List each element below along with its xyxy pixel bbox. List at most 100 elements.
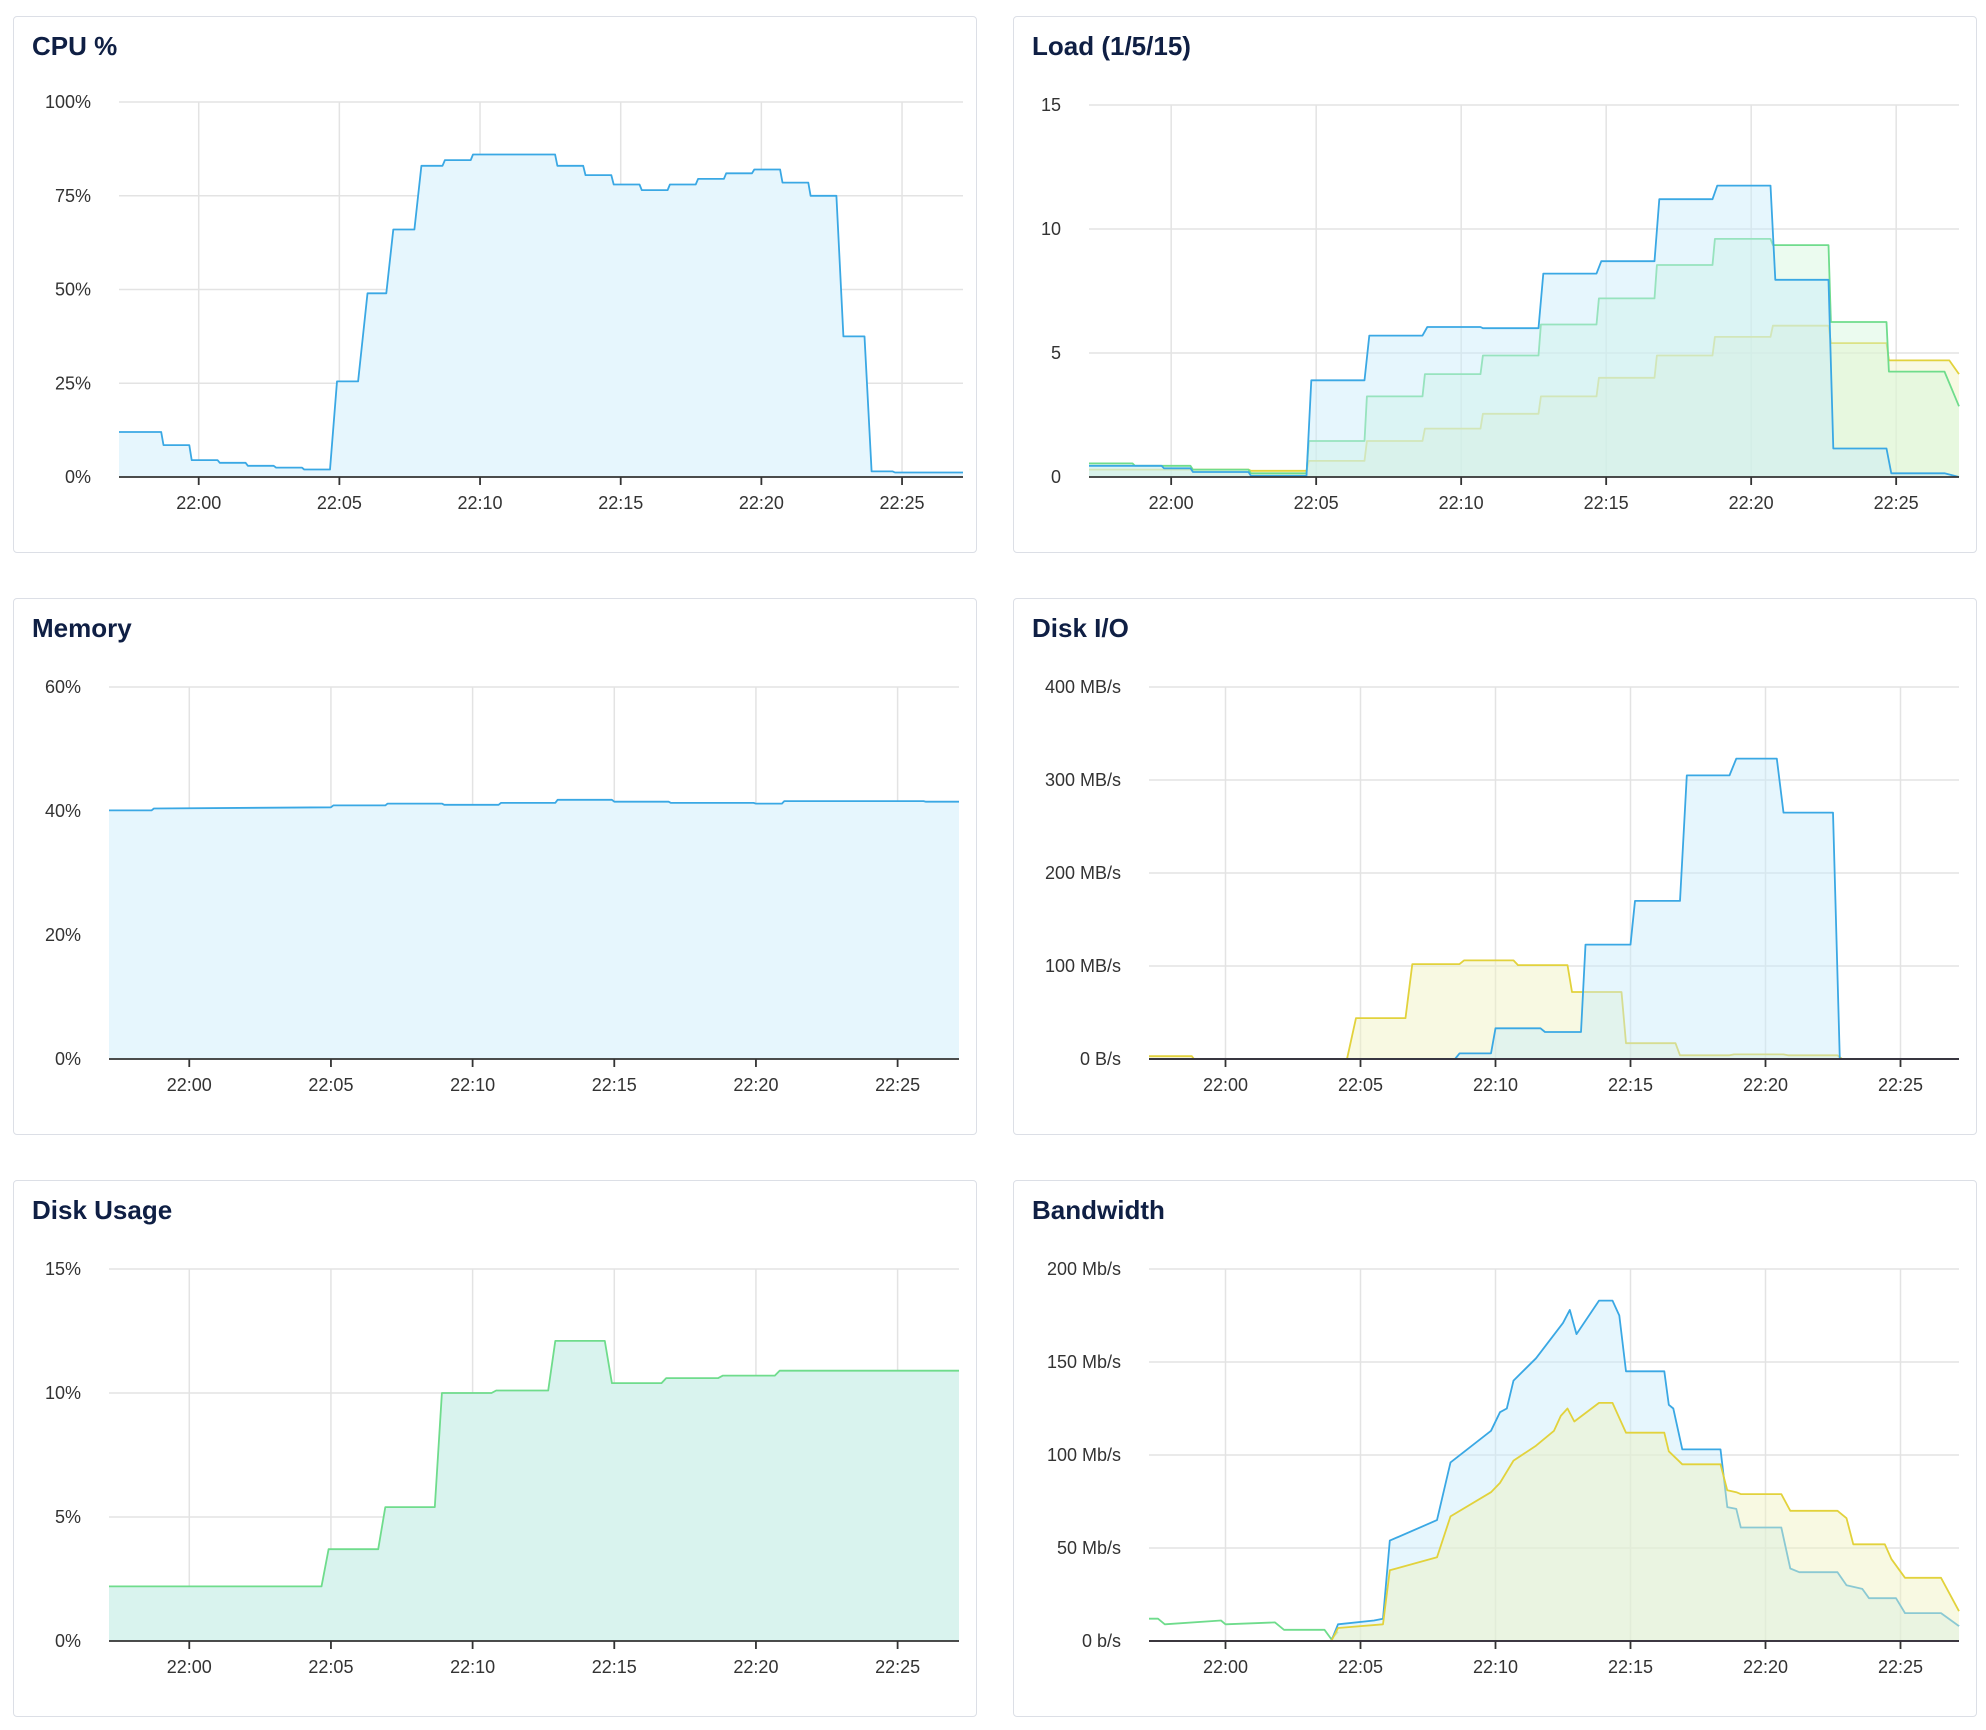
- x-tick-label: 22:05: [1338, 1657, 1383, 1677]
- x-tick-label: 22:10: [1473, 1657, 1518, 1677]
- x-tick-label: 22:25: [1878, 1657, 1923, 1677]
- y-tick-label: 15%: [45, 1259, 81, 1279]
- y-tick-label: 75%: [55, 186, 91, 206]
- y-tick-label: 25%: [55, 373, 91, 393]
- y-tick-label: 40%: [45, 801, 81, 821]
- x-tick-label: 22:05: [317, 493, 362, 513]
- series-area-1: [1149, 758, 1959, 1059]
- x-tick-label: 22:10: [1439, 493, 1484, 513]
- y-tick-label: 15: [1041, 95, 1061, 115]
- y-tick-label: 100 Mb/s: [1047, 1445, 1121, 1465]
- bandwidth-panel: Bandwidth 0 b/s 50 Mb/s 100 Mb/s 150 Mb/s 20…: [1013, 1180, 1977, 1717]
- y-tick-label: 50 Mb/s: [1057, 1538, 1121, 1558]
- memory-panel: Memory 0% 20% 40% 60% 22:00 22:05 22:10 22:15 22…: [13, 598, 977, 1135]
- series-area-0: [1089, 325, 1959, 477]
- series-line-1: [1089, 238, 1960, 475]
- series-area-0: [119, 154, 963, 477]
- panel-title: Disk I/O: [1032, 613, 1129, 643]
- y-tick-label: 300 MB/s: [1045, 770, 1121, 790]
- x-tick-label: 22:15: [592, 1075, 637, 1095]
- x-tick-label: 22:05: [1294, 493, 1339, 513]
- x-tick-label: 22:10: [458, 493, 503, 513]
- y-tick-label: 0%: [55, 1631, 81, 1651]
- memory-chart: 0% 20% 40% 60% 22:00 22:05 22:10 22:15 22:20 22:2…: [45, 677, 959, 1095]
- x-tick-label: 22:15: [592, 1657, 637, 1677]
- grid: [1149, 1268, 1959, 1641]
- y-tick-label: 10%: [45, 1383, 81, 1403]
- y-tick-label: 100%: [45, 92, 91, 112]
- x-tick-label: 22:25: [1874, 493, 1919, 513]
- x-tick-label: 22:25: [880, 493, 925, 513]
- series-line-0: [109, 1340, 959, 1588]
- x-tick-label: 22:00: [1203, 1075, 1248, 1095]
- grid: [1089, 104, 1959, 477]
- y-tick-label: 200 MB/s: [1045, 863, 1121, 883]
- x-tick-label: 22:05: [308, 1657, 353, 1677]
- x-tick-label: 22:20: [1729, 493, 1774, 513]
- series-line-0: [109, 798, 959, 812]
- x-tick-label: 22:15: [1584, 493, 1629, 513]
- series-line-1: [1149, 1299, 1960, 1642]
- y-tick-label: 400 MB/s: [1045, 677, 1121, 697]
- panel-title: Load (1/5/15): [1032, 31, 1191, 61]
- x-tick-label: 22:20: [733, 1075, 778, 1095]
- y-tick-label: 0 b/s: [1082, 1631, 1121, 1651]
- y-tick-label: 0%: [65, 467, 91, 487]
- y-tick-label: 50%: [55, 280, 91, 300]
- bandwidth-chart: 0 b/s 50 Mb/s 100 Mb/s 150 Mb/s 200 Mb/s 22:0…: [1047, 1259, 1960, 1677]
- x-tick-label: 22:20: [739, 493, 784, 513]
- panel-title: CPU %: [32, 31, 118, 61]
- x-tick-label: 22:15: [1608, 1657, 1653, 1677]
- x-tick-label: 22:00: [176, 493, 221, 513]
- x-tick-label: 22:20: [733, 1657, 778, 1677]
- y-tick-label: 10: [1041, 219, 1061, 239]
- series-area-0: [109, 1340, 959, 1641]
- load-chart: 0 5 10 15 22:00 22:05 22:10 22:15 22:20 22:25: [1041, 95, 1960, 513]
- series-area-1: [1089, 238, 1959, 477]
- series-line-2: [1149, 1402, 1960, 1642]
- x-tick-label: 22:00: [167, 1657, 212, 1677]
- diskio-chart: 0 B/s 100 MB/s 200 MB/s 300 MB/s 400 MB/s 22:…: [1045, 677, 1959, 1095]
- diskio-panel: Disk I/O 0 B/s 100 MB/s 200 MB/s 300 MB/s 40…: [1013, 598, 1977, 1135]
- y-tick-label: 150 Mb/s: [1047, 1352, 1121, 1372]
- x-tick-label: 22:25: [875, 1075, 920, 1095]
- x-tick-label: 22:25: [875, 1657, 920, 1677]
- y-tick-label: 100 MB/s: [1045, 956, 1121, 976]
- x-tick-label: 22:25: [1878, 1075, 1923, 1095]
- y-tick-label: 0 B/s: [1080, 1049, 1121, 1069]
- series-area-0: [1149, 960, 1959, 1059]
- diskusage-panel: Disk Usage 0% 5% 10% 15% 22:00 22:05 22:10 22:1…: [13, 1180, 977, 1717]
- load-panel: Load (1/5/15) 0 5 10 15 22:00 22:05 22:10 22:15…: [1013, 16, 1977, 553]
- x-tick-label: 22:20: [1743, 1657, 1788, 1677]
- x-tick-label: 22:10: [1473, 1075, 1518, 1095]
- series-area-2: [1089, 185, 1959, 477]
- x-tick-label: 22:00: [1203, 1657, 1248, 1677]
- series-line-0: [119, 153, 963, 474]
- series-line-2: [1089, 184, 1960, 478]
- series-line-0: [1149, 959, 1959, 1060]
- x-tick-label: 22:20: [1743, 1075, 1788, 1095]
- series-area-0: [109, 799, 959, 1059]
- y-tick-label: 0%: [55, 1049, 81, 1069]
- x-tick-label: 22:00: [1149, 493, 1194, 513]
- y-tick-label: 5%: [55, 1507, 81, 1527]
- panel-title: Memory: [32, 613, 132, 643]
- y-tick-label: 20%: [45, 925, 81, 945]
- x-tick-label: 22:10: [450, 1657, 495, 1677]
- x-tick-label: 22:10: [450, 1075, 495, 1095]
- y-tick-label: 0: [1051, 467, 1061, 487]
- x-tick-label: 22:05: [308, 1075, 353, 1095]
- series-line-1: [1149, 757, 1959, 1060]
- x-tick-label: 22:00: [167, 1075, 212, 1095]
- cpu-panel: CPU % 0% 25% 50% 75% 100% 22:00 22:05 22:10 22:1…: [13, 16, 977, 553]
- panel-title: Disk Usage: [32, 1195, 173, 1225]
- panel-title: Bandwidth: [1032, 1195, 1165, 1225]
- series-area-1: [1149, 1300, 1959, 1641]
- series-line-0: [1149, 1617, 1339, 1640]
- diskusage-chart: 0% 5% 10% 15% 22:00 22:05 22:10 22:15 22:20 22:25: [45, 1259, 959, 1677]
- y-tick-label: 60%: [45, 677, 81, 697]
- x-tick-label: 22:15: [598, 493, 643, 513]
- y-tick-label: 5: [1051, 343, 1061, 363]
- series-area-2: [1149, 1402, 1959, 1641]
- x-tick-label: 22:15: [1608, 1075, 1653, 1095]
